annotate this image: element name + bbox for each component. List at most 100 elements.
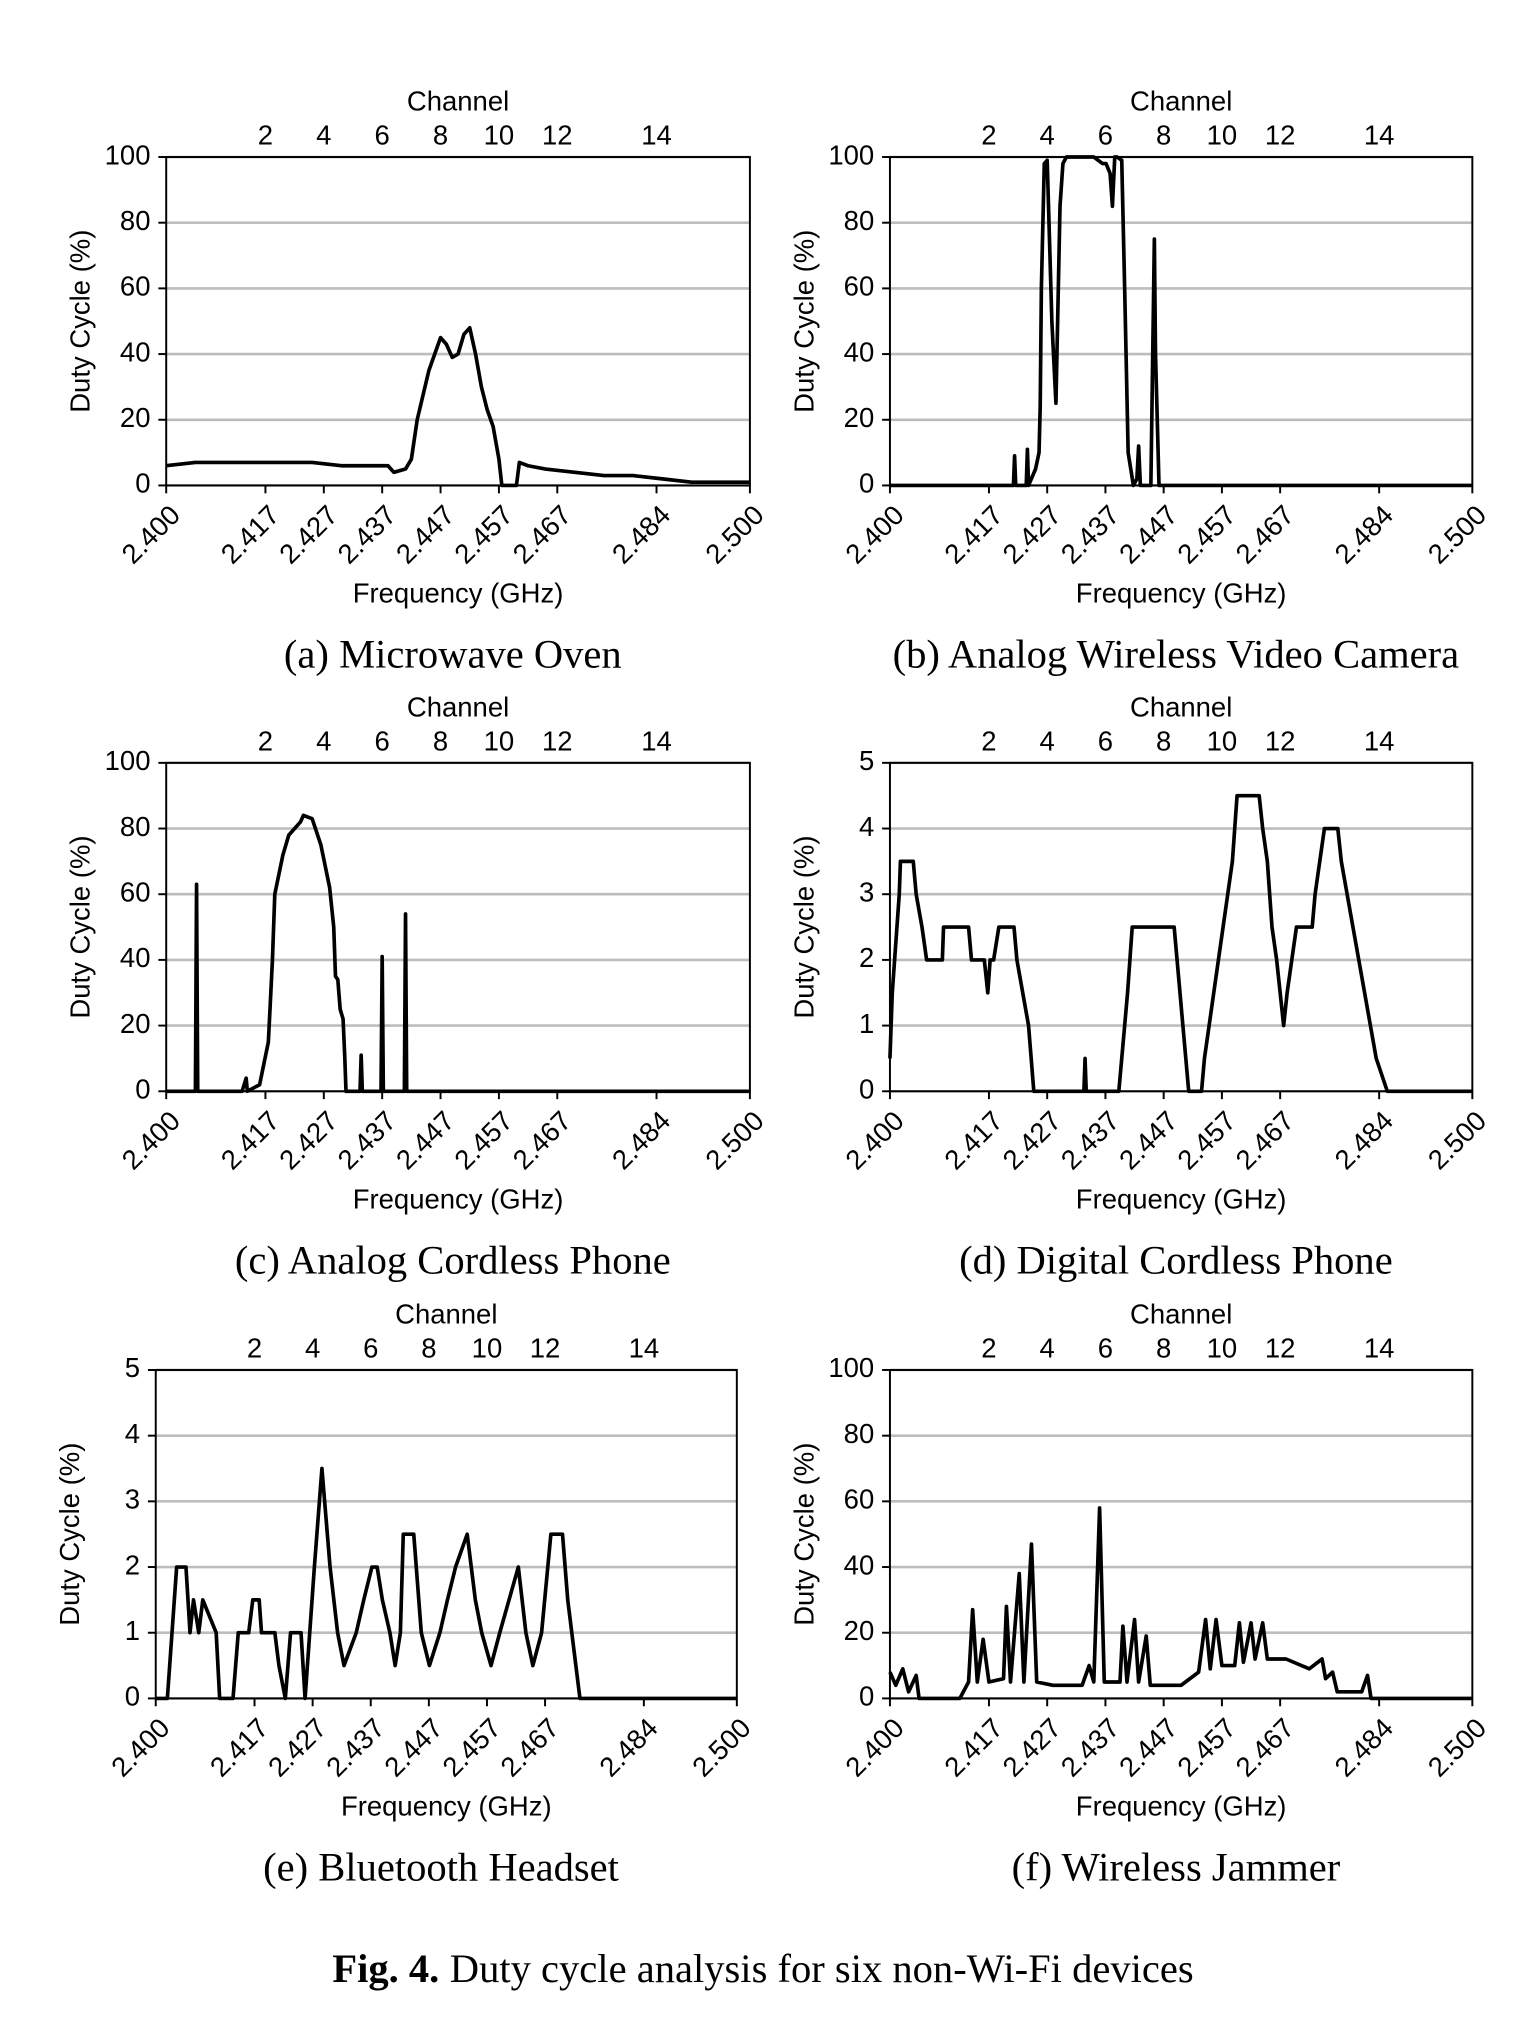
y-tick-label: 0 xyxy=(859,1074,874,1105)
x-tick-label: 2.400 xyxy=(839,1105,910,1176)
x-tick-label: 2.400 xyxy=(116,499,187,570)
x-tick-label: 2.457 xyxy=(1171,1712,1242,1783)
x-tick-label: 2.417 xyxy=(215,1105,286,1176)
y-tick-label: 40 xyxy=(844,1549,875,1580)
x2-tick-label: 12 xyxy=(1265,725,1296,756)
x2-axis-label: Channel xyxy=(407,86,509,117)
data-line xyxy=(166,325,750,488)
x-axis-label: Frequency (GHz) xyxy=(353,1183,564,1214)
y-tick-label: 20 xyxy=(120,1008,151,1039)
y-axis-label: Duty Cycle (%) xyxy=(788,835,819,1018)
x2-axis-label: Channel xyxy=(407,691,509,722)
y-tick-label: 40 xyxy=(120,942,151,973)
x2-tick-label: 6 xyxy=(1098,1333,1113,1364)
x-tick-label: 2.484 xyxy=(1328,499,1399,570)
x2-tick-label: 12 xyxy=(1265,1333,1296,1364)
caption-label: Fig. 4. xyxy=(332,1947,439,1992)
x-tick-label: 2.457 xyxy=(448,499,519,570)
x-tick-label: 2.427 xyxy=(262,1712,333,1783)
plot-frame xyxy=(165,761,751,1093)
chart-title: (f) Wireless Jammer xyxy=(1012,1844,1341,1889)
x2-tick-label: 4 xyxy=(1040,1333,1055,1364)
x-tick-label: 2.467 xyxy=(1229,1105,1300,1176)
x-tick-label: 2.457 xyxy=(1171,499,1242,570)
y-tick-label: 1 xyxy=(125,1615,140,1646)
x2-tick-label: 12 xyxy=(530,1333,561,1364)
x2-tick-label: 4 xyxy=(1040,725,1055,756)
x2-tick-label: 2 xyxy=(981,120,996,151)
x2-tick-label: 8 xyxy=(1156,1333,1171,1364)
x-tick-label: 2.417 xyxy=(938,499,1009,570)
y-tick-label: 100 xyxy=(828,139,874,170)
x2-tick-label: 10 xyxy=(1207,1333,1238,1364)
x-tick-label: 2.437 xyxy=(331,499,402,570)
x-tick-label: 2.427 xyxy=(273,499,344,570)
x2-tick-label: 10 xyxy=(472,1333,503,1364)
x2-tick-label: 12 xyxy=(542,725,573,756)
y-tick-label: 0 xyxy=(135,1074,150,1105)
x-axis-label: Frequency (GHz) xyxy=(1076,578,1287,609)
x-tick-label: 2.467 xyxy=(1229,1712,1300,1783)
x-tick-label: 2.417 xyxy=(204,1712,275,1783)
x-tick-label: 2.447 xyxy=(378,1712,449,1783)
data-line xyxy=(889,155,1473,488)
x2-tick-label: 14 xyxy=(1364,725,1395,756)
data-line xyxy=(888,793,1473,1094)
x-tick-label: 2.484 xyxy=(593,1712,664,1783)
x2-tick-label: 2 xyxy=(981,725,996,756)
x-tick-label: 2.400 xyxy=(839,1712,910,1783)
x-tick-label: 2.484 xyxy=(1328,1105,1399,1176)
x-axis-label: Frequency (GHz) xyxy=(341,1791,552,1822)
data-line xyxy=(155,1466,737,1701)
plot-frame xyxy=(888,1369,1474,1700)
x2-tick-label: 6 xyxy=(1098,120,1113,151)
y-tick-label: 0 xyxy=(859,468,874,499)
y-tick-label: 1 xyxy=(859,1008,874,1039)
y-tick-label: 4 xyxy=(125,1418,140,1449)
plot-frame xyxy=(154,1369,738,1700)
x-tick-label: 2.437 xyxy=(1055,1712,1126,1783)
y-tick-label: 60 xyxy=(844,271,875,302)
x-tick-label: 2.400 xyxy=(116,1105,187,1176)
y-tick-label: 3 xyxy=(859,876,874,907)
x2-tick-label: 6 xyxy=(375,120,390,151)
y-tick-label: 100 xyxy=(105,139,151,170)
y-tick-label: 2 xyxy=(859,942,874,973)
y-tick-label: 60 xyxy=(844,1484,875,1515)
chart-title: (d) Digital Cordless Phone xyxy=(959,1237,1393,1282)
chart-title: (a) Microwave Oven xyxy=(284,631,622,676)
data-line xyxy=(888,1506,1473,1701)
x2-tick-label: 12 xyxy=(1265,120,1296,151)
x2-tick-label: 2 xyxy=(981,1333,996,1364)
y-tick-label: 80 xyxy=(120,205,151,236)
x-tick-label: 2.447 xyxy=(390,499,461,570)
y-axis-label: Duty Cycle (%) xyxy=(65,835,96,1018)
x-tick-label: 2.417 xyxy=(938,1712,1009,1783)
x-tick-label: 2.400 xyxy=(839,499,910,570)
x2-tick-label: 6 xyxy=(363,1333,378,1364)
x-tick-label: 2.447 xyxy=(390,1105,461,1176)
x2-axis-label: Channel xyxy=(1130,86,1232,117)
y-tick-label: 0 xyxy=(859,1681,874,1712)
x-axis-label: Frequency (GHz) xyxy=(1076,1183,1287,1214)
x2-tick-label: 8 xyxy=(1156,120,1171,151)
y-tick-label: 80 xyxy=(120,811,151,842)
y-tick-label: 0 xyxy=(135,468,150,499)
x2-tick-label: 14 xyxy=(641,725,672,756)
x-tick-label: 2.447 xyxy=(1113,499,1184,570)
y-tick-label: 40 xyxy=(120,336,151,367)
x-tick-label: 2.417 xyxy=(938,1105,1009,1176)
y-tick-label: 80 xyxy=(844,205,875,236)
x-axis-label: Frequency (GHz) xyxy=(353,578,564,609)
x-tick-label: 2.427 xyxy=(273,1105,344,1176)
x2-tick-label: 14 xyxy=(1364,1333,1395,1364)
y-tick-label: 60 xyxy=(120,876,151,907)
x2-tick-label: 4 xyxy=(305,1333,320,1364)
chart-title: (e) Bluetooth Headset xyxy=(263,1844,620,1889)
